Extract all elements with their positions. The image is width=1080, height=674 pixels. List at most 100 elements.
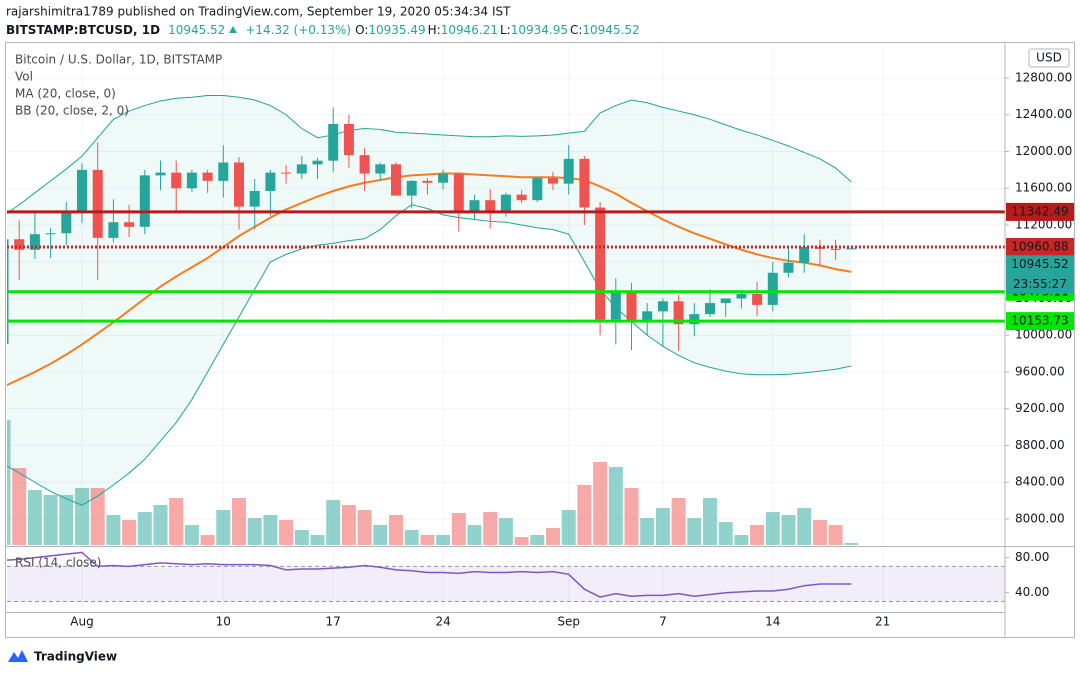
legend-rsi: RSI (14, close): [15, 556, 101, 570]
volume-bar: [404, 530, 419, 545]
volume-bar: [530, 535, 545, 545]
candle-body: [720, 298, 731, 304]
currency: USD: [1036, 51, 1062, 65]
rsi-tick-label: 80.00: [1015, 550, 1049, 564]
volume-bar: [546, 528, 560, 545]
volume-bar: [389, 515, 403, 545]
bb-fill: [7, 95, 852, 506]
volume-bar: [624, 488, 639, 545]
candle-body: [312, 160, 323, 165]
candle-body: [218, 162, 229, 181]
volume-bar: [200, 535, 215, 545]
volume-bar: [216, 510, 231, 545]
rsi-tick-label: 40.00: [1015, 585, 1049, 599]
volume-bar: [184, 525, 199, 545]
volume-bar: [294, 530, 309, 545]
candle-body: [610, 292, 621, 320]
volume-bar: [483, 512, 498, 545]
candle-body: [124, 222, 135, 227]
volume-bar: [561, 510, 576, 545]
volume-bar: [781, 515, 796, 545]
y-tick-label: 11600.00: [1015, 181, 1072, 195]
volume-bar: [812, 520, 827, 545]
candle-body: [689, 314, 700, 325]
volume-bar: [451, 513, 466, 545]
volume-bar: [7, 420, 11, 545]
y-tick-label: 8800.00: [1015, 438, 1065, 452]
candle-body: [705, 303, 715, 315]
y-tick-label: 9600.00: [1015, 364, 1065, 378]
volume-bar: [247, 518, 262, 545]
volume-bar: [27, 490, 42, 545]
volume-bar: [734, 535, 749, 545]
candle-body: [642, 311, 653, 321]
candle-body: [532, 178, 543, 201]
volume-bar: [279, 520, 294, 545]
volume-bar: [828, 525, 843, 545]
volume-bar: [750, 525, 765, 545]
ohlc-value: 10934.95: [511, 23, 568, 37]
volume-bar: [341, 505, 356, 545]
candle-body: [767, 272, 778, 305]
candle-body: [516, 194, 527, 201]
volume-bar: [436, 535, 451, 545]
rsi-band-fill: [7, 566, 1005, 602]
candle-body: [359, 155, 370, 174]
symbol: BITSTAMP:BTCUSD, 1D: [6, 23, 160, 37]
volume-bar: [75, 488, 89, 545]
volume-bar: [671, 498, 686, 545]
ohlc-label: H:: [428, 23, 441, 37]
volume-bar: [326, 500, 341, 545]
volume-bar: [169, 498, 184, 545]
volume-bar: [655, 508, 670, 545]
legend-bb: BB (20, close, 2, 0): [15, 104, 129, 118]
level-label-box: [1006, 237, 1074, 256]
volume-bar: [357, 510, 372, 545]
candle-body: [500, 194, 511, 214]
candle-body: [830, 248, 841, 250]
ohlc-value: 10945.52: [582, 23, 639, 37]
candle-body: [281, 172, 292, 174]
volume-bar: [373, 525, 388, 545]
brand: TradingView: [34, 650, 117, 664]
volume-bar: [90, 488, 105, 545]
volume-bar: [514, 537, 529, 545]
volume-bar: [687, 518, 702, 545]
rsi-pane: [7, 548, 1005, 612]
rsi-line: [7, 551, 852, 598]
volume-bar: [420, 535, 435, 545]
y-tick-label: 12800.00: [1015, 70, 1072, 84]
x-tick-label: 17: [326, 615, 341, 629]
candle-body: [626, 292, 637, 321]
last-price: 10945.52: [1011, 257, 1068, 271]
volume-bar: [263, 515, 278, 545]
countdown: 23:55:27: [1013, 277, 1067, 291]
frame: [5, 42, 1075, 638]
candle-body: [155, 172, 166, 176]
y-tick-label: 9200.00: [1015, 401, 1065, 415]
candle-body: [77, 169, 87, 212]
level-label: 10153.73: [1011, 314, 1068, 328]
candle-body: [92, 169, 103, 238]
x-tick-label: 7: [659, 615, 667, 629]
currency-box: [1028, 48, 1070, 68]
candle-body: [249, 190, 260, 207]
x-tick-label: 21: [875, 615, 890, 629]
volume-bar: [122, 520, 137, 545]
y-tick-label: 8400.00: [1015, 475, 1065, 489]
candle-body: [343, 123, 354, 156]
volume-bar: [577, 485, 592, 545]
candle-body: [296, 164, 307, 174]
candle-body: [171, 172, 182, 189]
volume-bar: [467, 525, 482, 545]
volume-bar: [765, 512, 780, 545]
candle-body: [29, 234, 40, 250]
candle-body: [234, 162, 244, 207]
volume-bar: [498, 518, 513, 545]
volume-bar: [640, 518, 655, 545]
candle-body: [186, 172, 197, 189]
candle-body: [548, 178, 558, 184]
volume-bar: [844, 543, 859, 545]
